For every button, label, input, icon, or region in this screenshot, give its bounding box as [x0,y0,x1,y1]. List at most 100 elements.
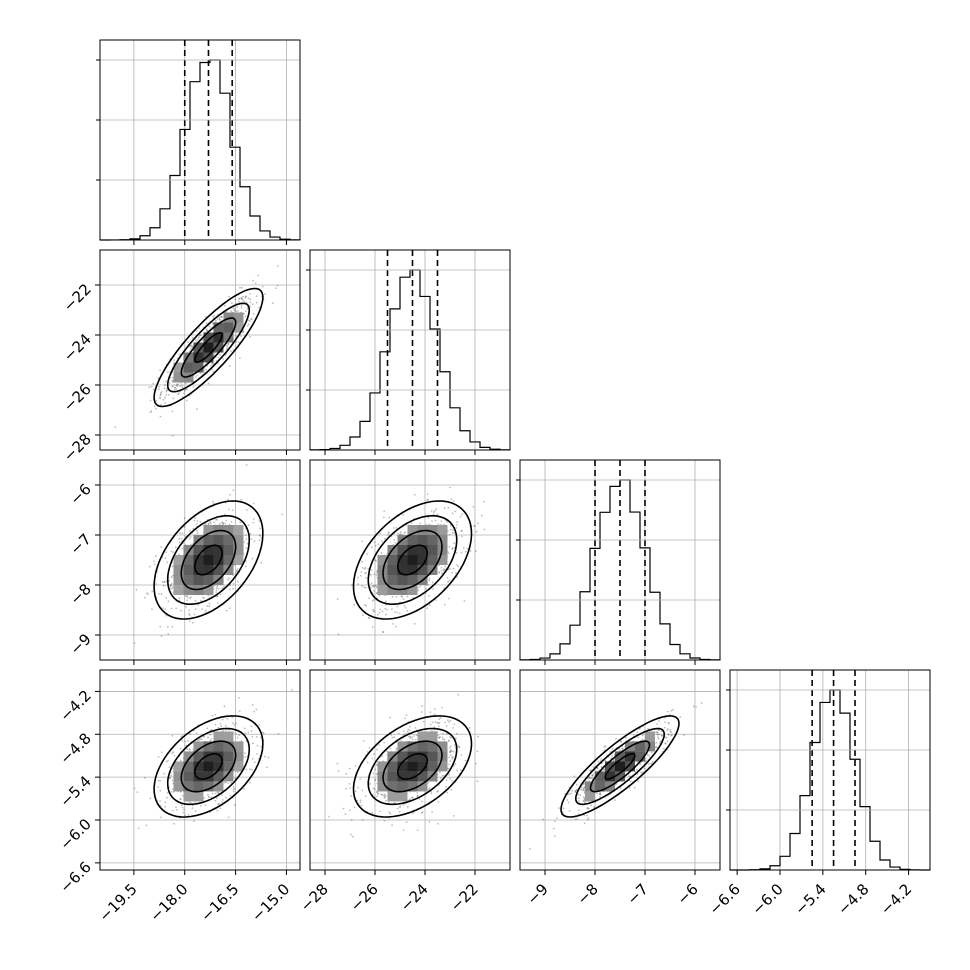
density-cell [397,741,408,752]
scatter-point [163,580,166,583]
scatter-point [214,723,217,726]
histogram-step [729,689,931,871]
scatter-point [428,820,431,823]
scatter-point [620,740,622,742]
scatter-point [234,573,237,575]
scatter-point [207,382,210,385]
scatter-point [670,710,672,712]
scatter-point [267,756,270,759]
scatter-point [448,763,450,766]
y-tick-label: −7 [66,530,94,558]
scatter-point [387,534,389,536]
x-tick-label: −22 [447,880,482,915]
scatter-point [387,531,390,534]
scatter-point [592,766,595,768]
scatter-point [336,762,339,765]
panel-frame [309,459,511,661]
density-cell [397,761,408,772]
scatter-point [172,397,175,400]
scatter-point [236,569,238,572]
scatter-point [250,725,253,728]
scatter-point [238,298,240,301]
scatter-point [474,762,477,765]
x-tick-label: −26 [347,880,382,915]
density-cell [387,585,398,595]
scatter-point [383,510,386,513]
scatter-point [671,733,673,736]
scatter-point [169,777,171,780]
scatter-point [165,597,168,599]
scatter-point [441,774,444,777]
scatter-point [159,780,162,782]
scatter-point [460,769,462,771]
scatter-point [221,315,224,318]
scatter-point [449,486,451,489]
scatter-point [229,584,232,587]
scatter-point [630,780,632,783]
scatter-point [165,390,168,393]
scatter-point [252,279,255,282]
scatter-point [165,614,168,617]
scatter-point [166,389,169,391]
scatter-point [253,540,256,543]
scatter-point [619,749,622,751]
scatter-point [133,642,136,645]
scatter-point [670,731,673,734]
scatter-point [199,804,202,807]
contour-line [153,500,264,620]
scatter-point [209,521,212,523]
scatter-point [451,548,454,550]
scatter-point [239,521,242,524]
density-cell [223,751,234,762]
scatter-point [245,560,247,563]
density-cell [213,565,224,575]
density-cell [595,781,605,792]
scatter-point [242,295,245,298]
scatter-point [380,540,383,543]
scatter-point [199,334,201,337]
scatter-point [448,579,451,582]
scatter-point [383,796,386,798]
scatter-point [374,544,377,547]
scatter-point [393,801,396,804]
scatter-point [453,531,456,534]
density-cell [585,791,595,802]
density-cell [223,332,234,343]
scatter-point [397,732,400,735]
scatter-point [196,532,199,535]
scatter-point [224,513,227,516]
scatter-point [150,385,153,388]
scatter-point [460,754,463,756]
scatter-point [371,546,373,549]
scatter-point [247,297,250,300]
scatter-point [240,304,243,307]
scatter-point [672,709,674,711]
scatter-point [451,512,454,515]
scatter-point [668,722,670,725]
scatter-point [212,363,215,365]
density-cell [173,585,184,595]
scatter-point [657,736,659,739]
density-cell [183,771,194,782]
scatter-point [229,794,232,797]
scatter-point [227,816,230,819]
scatter-point [458,745,460,748]
scatter-point [417,586,420,589]
scatter-point [402,514,404,516]
scatter-point [449,750,451,753]
scatter-point [158,386,161,388]
scatter-point [199,520,202,523]
scatter-point [180,537,183,540]
scatter-point [658,720,660,722]
scatter-point [391,824,393,827]
scatter-point [143,596,146,599]
scatter-point [369,782,372,785]
scatter-point [245,768,248,771]
scatter-point [157,388,160,391]
scatter-point [399,806,401,809]
scatter-point [448,546,451,548]
scatter-point [384,793,386,796]
scatter-point [216,595,219,598]
scatter-point [664,716,667,719]
scatter-point [235,335,238,337]
